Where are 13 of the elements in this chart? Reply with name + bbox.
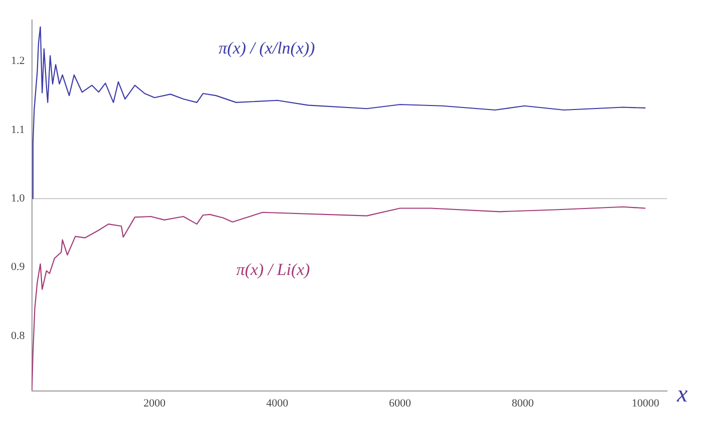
x-tick-label: 10000 [632, 397, 660, 410]
text: π(x) / (x/ln(x)) [218, 38, 316, 58]
x-axis-title: x [676, 381, 688, 408]
x-tick-label: 6000 [389, 397, 412, 410]
x-tick-label: 8000 [512, 397, 534, 410]
y-tick-label: 1.1 [11, 124, 25, 136]
x-tick-label: 2000 [144, 397, 166, 410]
text: π(x) / Li(x) [236, 260, 310, 280]
y-tick-label: 0.8 [11, 330, 26, 342]
y-tick-label: 1.0 [11, 192, 26, 205]
y-tick-label: 1.2 [11, 55, 25, 68]
x-tick-label: 4000 [266, 397, 289, 410]
y-tick-label: 0.9 [11, 261, 26, 274]
